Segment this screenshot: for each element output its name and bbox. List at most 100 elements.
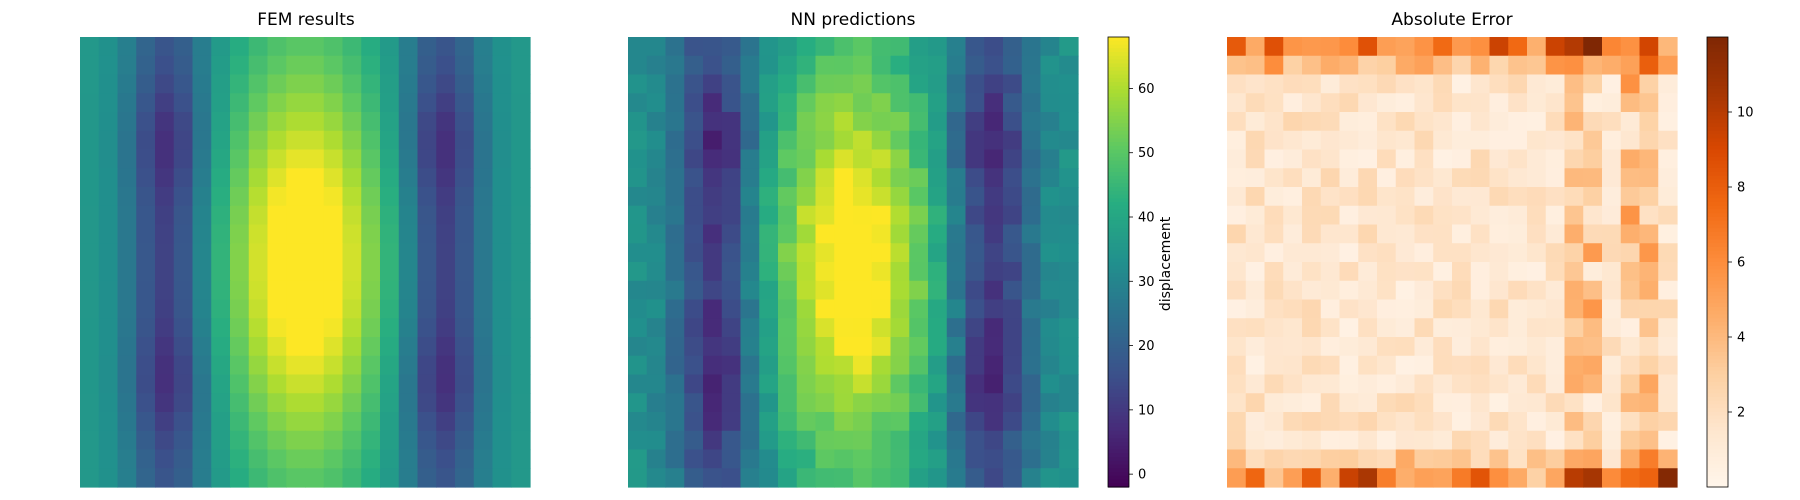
heatmap-cell [684, 243, 704, 263]
heatmap-cell [1320, 93, 1341, 113]
heatmap-cell [1339, 74, 1359, 94]
heatmap-cell [1433, 430, 1453, 451]
heatmap-cell [417, 393, 437, 413]
heatmap-cell [928, 224, 948, 244]
heatmap-cell [1620, 262, 1641, 282]
heatmap-cell [815, 412, 835, 432]
heatmap-cell [1508, 430, 1528, 451]
heatmap-cell [684, 337, 704, 357]
heatmap-cell [361, 37, 381, 57]
heatmap-cell [136, 280, 156, 301]
heatmap-cell [1527, 205, 1547, 226]
heatmap-cell [853, 393, 873, 413]
colorbar-segment [1108, 382, 1129, 387]
heatmap-cell [1227, 243, 1247, 263]
heatmap-cell [759, 299, 779, 319]
heatmap-cell [211, 55, 231, 76]
heatmap-cell [398, 430, 419, 451]
colorbar-tick-label: 40 [1138, 211, 1155, 226]
heatmap-cell [1658, 224, 1678, 244]
heatmap-cell [1414, 187, 1434, 207]
heatmap-cell [646, 37, 667, 57]
heatmap-cell [928, 468, 948, 488]
heatmap-cell [796, 262, 817, 282]
heatmap-cell [1620, 130, 1641, 151]
heatmap-cell [1414, 280, 1434, 301]
heatmap-cell [1527, 318, 1547, 338]
heatmap-cell [342, 205, 362, 226]
heatmap-cell [230, 130, 250, 151]
heatmap-cell [1059, 468, 1079, 488]
heatmap-cell [909, 318, 929, 338]
heatmap-cell [1339, 299, 1359, 319]
heatmap-cell [173, 74, 194, 94]
heatmap-cell [1452, 74, 1472, 94]
heatmap-cell [211, 468, 231, 488]
colorbar-segment [1707, 213, 1728, 218]
heatmap-cell [473, 374, 494, 394]
heatmap-cell [1564, 224, 1584, 244]
heatmap-cell [436, 168, 456, 188]
heatmap-cell [1377, 318, 1397, 338]
heatmap-cell [1414, 112, 1434, 132]
heatmap-cell [853, 468, 873, 488]
heatmap-cell [398, 337, 419, 357]
heatmap-cell [1339, 318, 1359, 338]
heatmap-cell [305, 318, 325, 338]
heatmap-cell [1040, 130, 1060, 151]
heatmap-cell [155, 280, 175, 301]
heatmap-cell [117, 280, 137, 301]
heatmap-cell [815, 55, 835, 76]
heatmap-cell [98, 262, 119, 282]
heatmap-cell [1489, 55, 1509, 76]
heatmap-cell [1283, 93, 1303, 113]
heatmap-cell [871, 449, 892, 469]
heatmap-cell [1302, 224, 1322, 244]
heatmap-cell [473, 262, 494, 282]
heatmap-cell [1602, 262, 1622, 282]
heatmap-cell [1564, 37, 1584, 57]
heatmap-cell [684, 55, 704, 76]
heatmap-cell [1470, 468, 1491, 488]
heatmap-cell [98, 355, 119, 376]
colorbar-segment [1707, 100, 1728, 106]
heatmap-cell [286, 205, 306, 226]
heatmap-cell [1470, 74, 1491, 94]
heatmap-cell [1021, 393, 1042, 413]
heatmap-cell [946, 374, 967, 394]
colorbar-segment [1108, 367, 1129, 372]
heatmap-cell [759, 149, 779, 169]
heatmap-cell [1377, 74, 1397, 94]
heatmap-cell [759, 262, 779, 282]
heatmap-cell [1527, 37, 1547, 57]
heatmap-cell [398, 355, 419, 376]
heatmap-cell [1283, 112, 1303, 132]
heatmap-cell [1245, 430, 1266, 451]
heatmap-cell [909, 430, 929, 451]
heatmap-cell [80, 468, 100, 488]
heatmap-cell [1264, 449, 1284, 469]
heatmap-cell [342, 74, 362, 94]
heatmap-cell [1452, 280, 1472, 301]
colorbar-segment [1707, 123, 1728, 128]
heatmap-cell [665, 243, 685, 263]
heatmap-cell [815, 93, 835, 113]
heatmap-cell [1452, 449, 1472, 469]
heatmap-cell [628, 449, 648, 469]
heatmap-cell [155, 355, 175, 376]
colorbar-segment [1108, 397, 1129, 402]
heatmap-cell [1040, 374, 1060, 394]
colorbar-segment [1707, 112, 1728, 117]
heatmap-cell [267, 205, 287, 226]
heatmap-cell [455, 112, 475, 132]
heatmap-cell [211, 93, 231, 113]
heatmap-cell [455, 337, 475, 357]
heatmap-cell [703, 393, 723, 413]
heatmap-cell [98, 187, 119, 207]
heatmap-cell [192, 318, 212, 338]
heatmap-cell [155, 318, 175, 338]
heatmap-cell [646, 168, 667, 188]
heatmap-cell [1639, 149, 1659, 169]
heatmap-cell [136, 393, 156, 413]
heatmap-cell [1339, 205, 1359, 226]
